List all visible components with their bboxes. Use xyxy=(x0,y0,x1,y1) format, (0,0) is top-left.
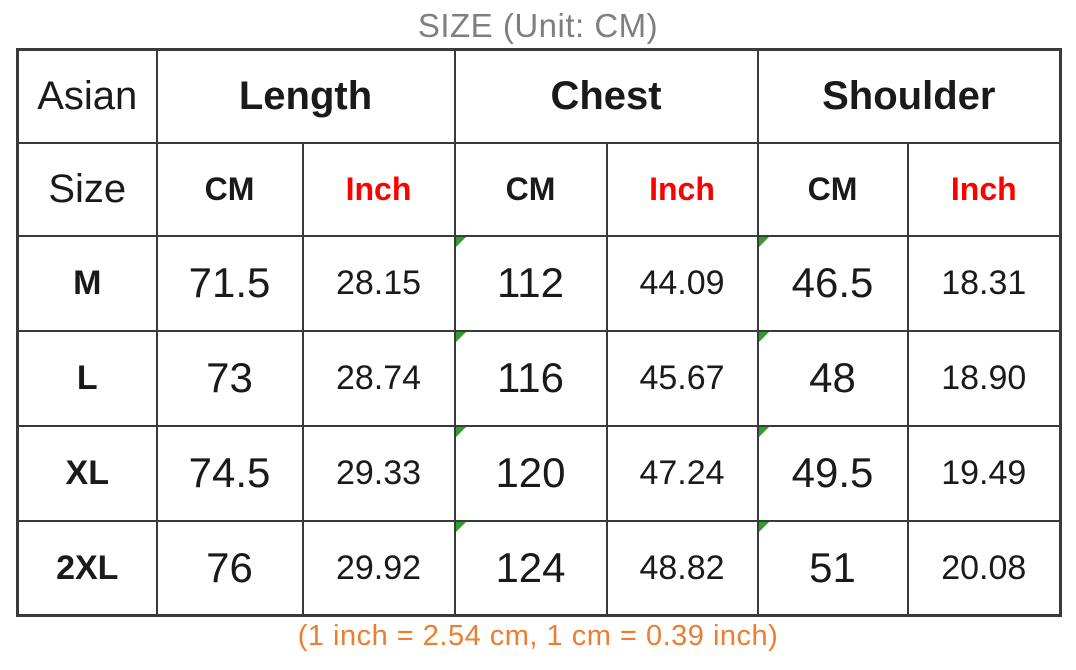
cell-value: 51 xyxy=(809,544,856,592)
excel-error-flag-icon xyxy=(759,332,769,342)
cell-value: 49.5 xyxy=(791,449,874,497)
table-row-l: L 73 28.74 116 45.67 48 18.90 xyxy=(16,329,1062,427)
table-cell-chest-cm: 124 xyxy=(453,519,608,617)
size-label: XL xyxy=(16,424,158,522)
size-label: L xyxy=(16,329,158,427)
header-unit-row: Size CM Inch CM Inch CM Inch xyxy=(16,141,1062,237)
table-cell-chest-cm: 112 xyxy=(453,234,608,332)
unit-header-chest-inch: Inch xyxy=(605,141,759,237)
table-cell-length-inch: 29.33 xyxy=(301,424,456,522)
table-row-2xl: 2XL 76 29.92 124 48.82 51 20.08 xyxy=(16,519,1062,617)
size-table: Asian Length Chest Shoulder Size CM Inch… xyxy=(16,48,1063,618)
group-header-shoulder: Shoulder xyxy=(756,48,1062,144)
table-cell-chest-cm: 116 xyxy=(453,329,608,427)
table-cell-chest-inch: 44.09 xyxy=(605,234,759,332)
size-label: M xyxy=(16,234,158,332)
table-row-m: M 71.5 28.15 112 44.09 46.5 18.31 xyxy=(16,234,1062,332)
cell-value: 116 xyxy=(497,354,564,402)
table-cell-length-cm: 76 xyxy=(155,519,304,617)
unit-header-shoulder-inch: Inch xyxy=(906,141,1062,237)
excel-error-flag-icon xyxy=(456,332,466,342)
cell-value: 46.5 xyxy=(791,259,874,307)
excel-error-flag-icon xyxy=(759,237,769,247)
excel-error-flag-icon xyxy=(456,522,466,532)
table-cell-chest-inch: 47.24 xyxy=(605,424,759,522)
header-group-row: Asian Length Chest Shoulder xyxy=(16,48,1062,144)
table-cell-shoulder-inch: 18.31 xyxy=(906,234,1062,332)
conversion-note: (1 inch = 2.54 cm, 1 cm = 0.39 inch) xyxy=(297,620,779,653)
excel-error-flag-icon xyxy=(456,427,466,437)
unit-header-length-inch: Inch xyxy=(301,141,456,237)
unit-header-length-cm: CM xyxy=(155,141,304,237)
table-cell-length-inch: 29.92 xyxy=(301,519,456,617)
unit-header-chest-cm: CM xyxy=(453,141,608,237)
table-cell-shoulder-cm: 51 xyxy=(756,519,909,617)
table-cell-shoulder-cm: 48 xyxy=(756,329,909,427)
cell-value: 48 xyxy=(809,354,856,402)
table-cell-length-cm: 73 xyxy=(155,329,304,427)
table-cell-length-cm: 74.5 xyxy=(155,424,304,522)
table-cell-shoulder-cm: 46.5 xyxy=(756,234,909,332)
table-cell-shoulder-inch: 18.90 xyxy=(906,329,1062,427)
table-cell-length-inch: 28.15 xyxy=(301,234,456,332)
table-cell-chest-inch: 45.67 xyxy=(605,329,759,427)
table-cell-shoulder-inch: 19.49 xyxy=(906,424,1062,522)
excel-error-flag-icon xyxy=(759,522,769,532)
cell-value: 112 xyxy=(497,259,564,307)
corner-subheader-size: Size xyxy=(16,141,158,237)
excel-error-flag-icon xyxy=(759,427,769,437)
size-label: 2XL xyxy=(16,519,158,617)
page-title: SIZE (Unit: CM) xyxy=(417,7,659,44)
group-header-chest: Chest xyxy=(453,48,759,144)
excel-error-flag-icon xyxy=(456,237,466,247)
unit-header-shoulder-cm: CM xyxy=(756,141,909,237)
corner-header-asian: Asian xyxy=(16,48,158,144)
group-header-length: Length xyxy=(155,48,456,144)
table-cell-shoulder-inch: 20.08 xyxy=(906,519,1062,617)
table-row-xl: XL 74.5 29.33 120 47.24 49.5 19.49 xyxy=(16,424,1062,522)
table-cell-length-inch: 28.74 xyxy=(301,329,456,427)
cell-value: 124 xyxy=(495,544,566,592)
table-cell-shoulder-cm: 49.5 xyxy=(756,424,909,522)
table-cell-chest-cm: 120 xyxy=(453,424,608,522)
table-cell-length-cm: 71.5 xyxy=(155,234,304,332)
cell-value: 120 xyxy=(495,449,566,497)
table-cell-chest-inch: 48.82 xyxy=(605,519,759,617)
